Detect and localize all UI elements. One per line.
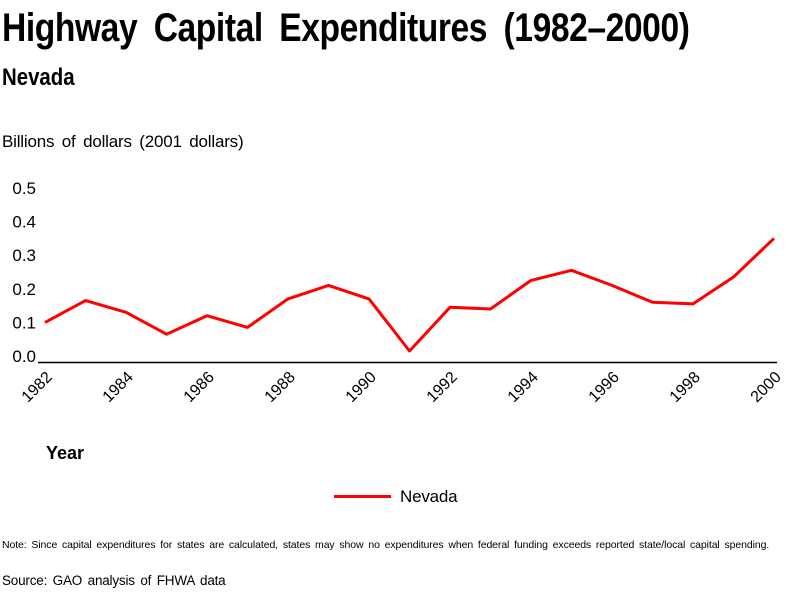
- y-tick-label: 0.2: [12, 280, 36, 299]
- x-tick-label: 1986: [181, 369, 218, 406]
- nevada-series-line: [44, 237, 776, 353]
- y-axis-unit-label: Billions of dollars (2001 dollars): [2, 132, 244, 151]
- y-tick-label: 0.5: [12, 179, 36, 198]
- x-tick-label: 1988: [262, 369, 299, 406]
- legend-label: Nevada: [400, 487, 458, 506]
- x-tick-label: 1996: [586, 369, 623, 406]
- note-text: Note: Since capital expenditures for sta…: [2, 539, 770, 551]
- source-text: Source: GAO analysis of FHWA data: [2, 573, 226, 588]
- line-chart: 0.0 0.1 0.2 0.3 0.4 0.5 1982 1984 1986 1988 1990 19…: [12, 179, 785, 406]
- x-tick-label: 1982: [19, 369, 56, 406]
- x-tick-label: 1990: [343, 369, 380, 406]
- x-tick-label: 1994: [505, 369, 542, 406]
- x-tick-label: 1992: [424, 369, 461, 406]
- chart-subtitle: Nevada: [2, 64, 75, 91]
- x-tick-label: 2000: [748, 369, 785, 406]
- y-tick-label: 0.1: [12, 313, 36, 332]
- x-axis-title: Year: [46, 443, 85, 463]
- nevada-series-line-swatch: [334, 495, 391, 498]
- y-tick-label: 0.0: [12, 347, 36, 366]
- x-tick-label: 1984: [100, 369, 137, 406]
- y-tick-label: 0.3: [12, 246, 36, 265]
- x-tick-label: 1998: [667, 369, 704, 406]
- legend: Nevada: [334, 487, 458, 506]
- y-tick-label: 0.4: [12, 213, 36, 232]
- chart-title: Highway Capital Expenditures (1982–2000): [2, 6, 690, 50]
